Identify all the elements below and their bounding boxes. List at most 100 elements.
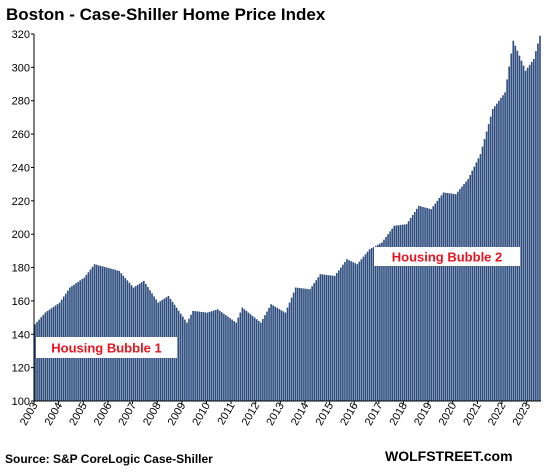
- bar: [368, 249, 371, 401]
- bar: [477, 158, 480, 401]
- bar: [342, 264, 344, 401]
- bar: [194, 311, 196, 401]
- bar: [259, 322, 262, 401]
- bar: [40, 317, 42, 401]
- x-tick-label: 2018: [387, 401, 410, 428]
- bar: [210, 311, 213, 401]
- y-tick-label: 180: [12, 263, 30, 275]
- bar: [325, 274, 328, 401]
- x-tick-label: 2023: [511, 401, 534, 428]
- bar: [184, 319, 186, 401]
- bar: [231, 319, 233, 401]
- bar: [99, 265, 102, 401]
- bar: [415, 208, 418, 401]
- bar: [407, 221, 410, 401]
- y-tick-label: 240: [12, 162, 30, 174]
- bar: [475, 162, 478, 401]
- bar: [331, 275, 334, 401]
- bar: [218, 310, 221, 401]
- bar: [391, 228, 393, 401]
- x-tick-label: 2017: [363, 401, 386, 428]
- bar: [294, 287, 297, 401]
- bar: [436, 200, 439, 401]
- bar: [413, 212, 416, 401]
- annotation-label: Housing Bubble 1: [36, 337, 177, 358]
- bar: [36, 321, 38, 401]
- bar: [401, 224, 404, 401]
- bar: [539, 35, 541, 402]
- bar: [315, 280, 318, 401]
- bar: [424, 207, 426, 401]
- bar: [422, 206, 424, 401]
- bar: [101, 266, 104, 401]
- bar: [358, 261, 361, 401]
- bar: [518, 55, 521, 401]
- bar: [426, 207, 428, 401]
- bar: [461, 186, 463, 401]
- bar: [87, 272, 90, 401]
- bar: [233, 321, 235, 401]
- bar: [106, 267, 108, 401]
- bar: [280, 310, 283, 401]
- y-tick-label: 260: [12, 129, 30, 141]
- bar: [241, 307, 244, 401]
- x-tick-label: 2013: [264, 401, 287, 428]
- bar: [362, 256, 365, 401]
- annotation-box: [36, 337, 177, 358]
- y-tick-label: 140: [12, 329, 30, 341]
- bar: [535, 51, 537, 402]
- bar: [116, 270, 118, 401]
- y-tick-label: 160: [12, 296, 30, 308]
- bar: [530, 61, 533, 402]
- bar: [446, 192, 449, 401]
- bar: [442, 192, 445, 401]
- bar: [389, 231, 391, 401]
- bar: [411, 215, 414, 401]
- bar: [418, 205, 420, 401]
- bar: [452, 193, 455, 401]
- bar: [296, 287, 299, 401]
- x-tick-label: 2016: [338, 401, 361, 428]
- bar: [284, 312, 287, 401]
- x-tick-label: 2014: [289, 401, 312, 428]
- bar: [305, 288, 307, 401]
- bar: [471, 170, 474, 401]
- bar: [337, 270, 340, 401]
- bar: [103, 267, 106, 401]
- bar: [301, 288, 303, 401]
- bar: [190, 314, 192, 401]
- bar: [317, 277, 320, 401]
- bar: [198, 311, 201, 401]
- bar: [321, 274, 324, 401]
- bar: [216, 309, 219, 401]
- bar: [340, 267, 342, 401]
- bar: [290, 297, 293, 401]
- bar: [309, 289, 311, 401]
- y-tick-label: 280: [12, 96, 30, 108]
- bar: [465, 181, 467, 401]
- bar: [298, 288, 301, 401]
- y-tick-label: 200: [12, 229, 30, 241]
- x-tick-label: 2019: [412, 401, 435, 428]
- bar: [457, 191, 459, 401]
- bar: [237, 317, 240, 401]
- bar: [350, 261, 352, 401]
- bar: [286, 307, 289, 401]
- bar: [356, 264, 359, 401]
- bar: [303, 288, 305, 401]
- bar: [438, 197, 441, 401]
- bar: [200, 311, 203, 401]
- bar: [381, 242, 383, 401]
- x-tick-label: 2011: [215, 401, 237, 427]
- bar: [504, 92, 506, 401]
- bar: [508, 66, 510, 401]
- bar: [247, 312, 250, 401]
- x-tick-label: 2005: [67, 401, 90, 428]
- y-tick-label: 320: [12, 29, 30, 41]
- bar: [467, 179, 469, 401]
- bar: [282, 311, 285, 401]
- x-tick-label: 2022: [486, 401, 509, 428]
- bar: [208, 311, 211, 401]
- x-tick-label: 2004: [43, 401, 66, 428]
- bar: [108, 268, 110, 401]
